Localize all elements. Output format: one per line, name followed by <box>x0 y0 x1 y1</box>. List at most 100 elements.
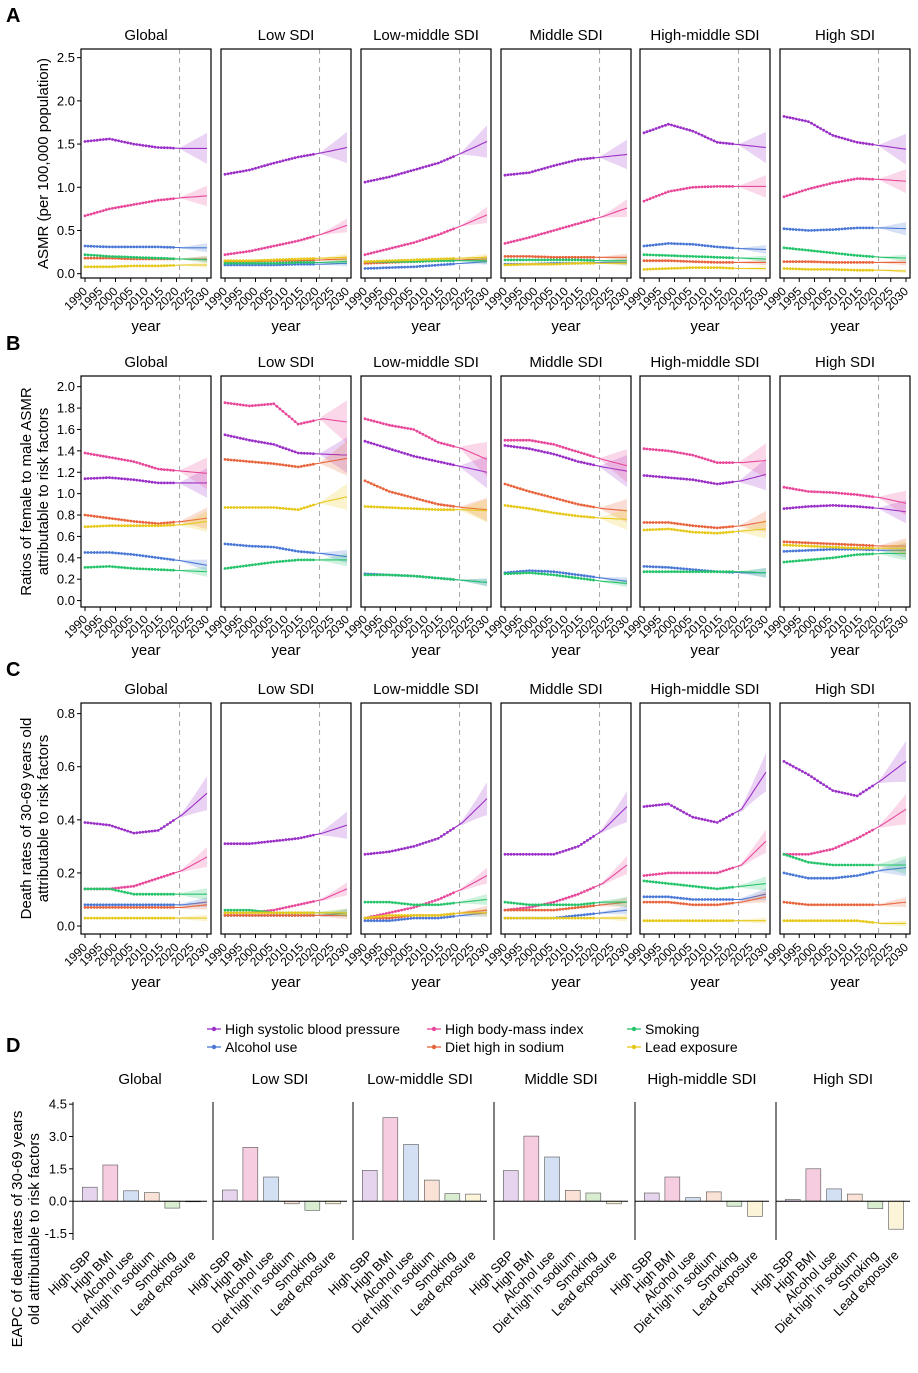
data-point-smoking <box>433 903 437 907</box>
data-point-alcohol <box>813 228 816 232</box>
data-point-smoking <box>840 252 844 256</box>
data-point-alcohol <box>825 876 829 880</box>
data-point-high_sbp <box>309 452 312 455</box>
data-point-lead <box>278 911 282 915</box>
data-point-sodium <box>135 906 139 909</box>
data-point-lead <box>366 505 370 508</box>
data-point-high_sbp <box>439 460 443 464</box>
data-point-high_sbp <box>229 171 233 175</box>
data-point-sodium <box>528 908 531 912</box>
data-point-alcohol <box>673 896 676 899</box>
data-point-alcohol <box>819 876 822 880</box>
data-point-high_sbp <box>162 146 166 150</box>
data-point-high_sbp <box>843 137 847 141</box>
data-point-smoking <box>528 571 531 575</box>
data-point-high_bmi <box>272 244 276 248</box>
data-point-lead <box>169 264 172 267</box>
data-point-sodium <box>144 906 148 909</box>
data-point-alcohol <box>141 554 145 558</box>
data-point-high_sbp <box>244 842 248 846</box>
data-point-sodium <box>645 900 649 904</box>
facet-title: Middle SDI <box>529 681 602 698</box>
data-point-high_bmi <box>700 185 704 189</box>
data-point-high_bmi <box>791 192 795 196</box>
data-point-smoking <box>782 246 786 250</box>
data-point-high_bmi <box>800 852 804 856</box>
data-point-smoking <box>223 261 227 265</box>
data-point-high_bmi <box>788 852 792 856</box>
data-point-high_bmi <box>813 186 816 189</box>
data-point-lead <box>278 258 282 261</box>
data-point-smoking <box>104 887 108 891</box>
data-point-smoking <box>235 261 239 265</box>
data-point-sodium <box>642 900 646 904</box>
data-point-high_bmi <box>592 455 595 458</box>
data-point-high_sbp <box>415 455 419 459</box>
data-point-alcohol <box>135 245 139 249</box>
data-point-sodium <box>101 906 105 909</box>
data-point-lead <box>388 506 391 509</box>
y-tick-label: 1.6 <box>57 422 75 437</box>
data-point-lead <box>670 527 673 531</box>
data-point-sodium <box>858 261 862 264</box>
data-point-lead <box>430 257 434 261</box>
data-point-smoking <box>251 909 254 912</box>
data-point-high_bmi <box>159 875 163 879</box>
data-point-alcohol <box>232 543 236 547</box>
data-point-high_bmi <box>144 463 148 467</box>
data-point-high_sbp <box>92 476 96 480</box>
data-point-smoking <box>104 565 108 568</box>
data-point-lead <box>813 919 816 923</box>
data-point-high_bmi <box>871 495 874 499</box>
data-point-high_bmi <box>117 205 120 209</box>
data-point-lead <box>153 264 157 268</box>
data-point-lead <box>582 261 586 265</box>
data-point-smoking <box>858 254 862 258</box>
data-point-smoking <box>849 554 853 557</box>
data-point-sodium <box>785 901 789 904</box>
data-point-high_bmi <box>589 887 592 891</box>
data-point-sodium <box>861 261 865 264</box>
facet-title: Middle SDI <box>524 1071 597 1088</box>
data-point-high_bmi <box>446 443 449 447</box>
data-point-smoking <box>589 902 592 905</box>
data-point-smoking <box>129 892 133 895</box>
data-point-smoking <box>849 253 853 257</box>
data-point-lead <box>816 545 819 548</box>
data-point-high_sbp <box>369 852 373 856</box>
data-point-smoking <box>366 900 370 904</box>
legend-label: Smoking <box>645 1021 699 1037</box>
data-point-smoking <box>816 861 819 865</box>
data-point-smoking <box>83 253 87 257</box>
data-point-high_bmi <box>391 246 394 250</box>
data-point-lead <box>592 261 595 265</box>
data-point-smoking <box>394 573 397 577</box>
data-point-high_bmi <box>782 195 786 199</box>
data-point-smoking <box>229 566 233 570</box>
data-point-sodium <box>657 900 661 904</box>
facet-title: High-middle SDI <box>650 354 759 371</box>
data-point-high_sbp <box>403 171 406 175</box>
data-point-smoking <box>409 574 413 578</box>
data-point-lead <box>287 507 291 511</box>
data-point-lead <box>400 914 403 917</box>
data-point-alcohol <box>592 575 595 579</box>
data-point-alcohol <box>156 903 160 907</box>
data-point-sodium <box>645 521 649 524</box>
data-point-lead <box>525 916 528 920</box>
data-point-lead <box>430 508 434 511</box>
data-point-high_sbp <box>388 447 391 451</box>
data-point-smoking <box>679 883 682 887</box>
facet-high-middle-sdi: High-middle SDI1990199520002005201020152… <box>620 354 771 659</box>
data-point-smoking <box>442 577 446 581</box>
y-tick-label: 1.5 <box>49 1161 67 1176</box>
data-point-smoking <box>676 570 679 574</box>
data-point-lead <box>561 262 565 266</box>
data-point-high_bmi <box>797 852 801 856</box>
data-point-lead <box>676 919 679 923</box>
legend-item-alcohol: Alcohol use <box>207 1039 298 1055</box>
uncertainty-band-high_bmi <box>878 793 906 828</box>
data-point-lead <box>415 914 419 917</box>
uncertainty-band-high_bmi <box>319 218 347 236</box>
data-point-alcohol <box>436 263 440 267</box>
